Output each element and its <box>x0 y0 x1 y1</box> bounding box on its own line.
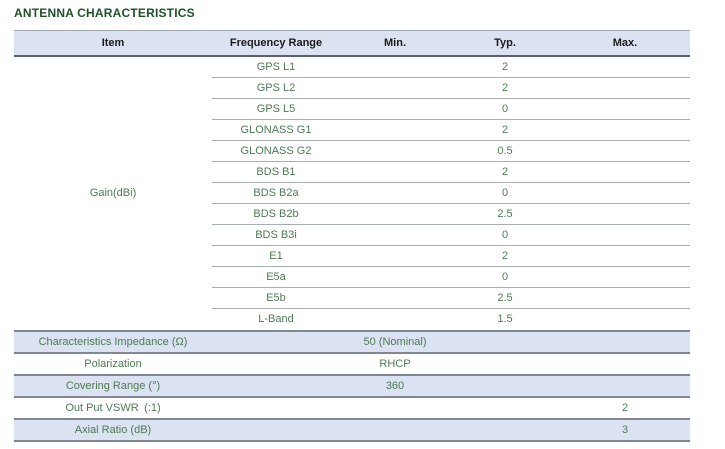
max-cell <box>560 57 690 77</box>
frequency-band-cell: GPS L5 <box>256 102 296 115</box>
frequency-band-cell: BDS B3i <box>255 228 297 241</box>
table-header-row: Item Frequency Range Min. Typ. Max. <box>14 31 690 57</box>
max-cell <box>560 99 690 119</box>
frequency-band-cell: GLONASS G2 <box>240 144 312 157</box>
min-cell <box>340 225 450 245</box>
min-cell <box>340 162 450 182</box>
table-row: E1 2 <box>212 246 690 267</box>
min-cell <box>340 141 450 161</box>
min-cell <box>340 246 450 266</box>
max-cell <box>560 78 690 98</box>
typ-cell: 2.5 <box>497 207 513 220</box>
table-row: BDS B1 2 <box>212 162 690 183</box>
typ-cell: 0 <box>501 270 509 283</box>
column-header-frequency-range: Frequency Range <box>229 36 323 49</box>
typ-cell: 0 <box>501 102 509 115</box>
typ-cell: 0.5 <box>497 144 513 157</box>
row-value: RHCP <box>379 357 411 370</box>
frequency-band-cell: E5a <box>266 270 286 283</box>
table-row: GPS L5 0 <box>212 99 690 120</box>
table-row: E5a 0 <box>212 267 690 288</box>
table-row: GLONASS G2 0.5 <box>212 141 690 162</box>
column-header-max: Max. <box>612 36 638 49</box>
max-cell <box>560 183 690 203</box>
typ-cell: 2.5 <box>497 291 513 304</box>
table-row-output-vswr: Out Put VSWR (:1) 2 <box>14 396 690 418</box>
table-row-polarization: Polarization RHCP <box>14 352 690 374</box>
max-cell <box>560 267 690 287</box>
min-cell <box>340 204 450 224</box>
max-cell <box>560 120 690 140</box>
table-row: BDS B3i 0 <box>212 225 690 246</box>
max-cell <box>560 141 690 161</box>
min-cell <box>340 57 450 77</box>
table-row-axial-ratio: Axial Ratio (dB) 3 <box>14 418 690 440</box>
min-cell <box>340 120 450 140</box>
min-cell <box>340 78 450 98</box>
table-row: BDS B2b 2.5 <box>212 204 690 225</box>
table-row-covering-range: Covering Range (°) 360 <box>14 374 690 396</box>
typ-cell: 2 <box>501 165 509 178</box>
row-value: 360 <box>385 379 405 392</box>
frequency-band-cell: L-Band <box>258 313 294 325</box>
frequency-band-cell: E5b <box>266 291 286 304</box>
max-cell <box>560 288 690 308</box>
column-header-min: Min. <box>384 36 406 49</box>
table-row: L-Band 1.5 <box>212 309 690 330</box>
table-row-characteristics-impedance: Characteristics Impedance (Ω) 50 (Nomina… <box>14 330 690 352</box>
antenna-characteristics-table: Item Frequency Range Min. Typ. Max. Gain… <box>14 30 690 442</box>
min-cell <box>340 99 450 119</box>
column-header-item: Item <box>101 36 125 49</box>
gain-item-cell: Gain(dBi) <box>89 187 137 199</box>
table-row: BDS B2a 0 <box>212 183 690 204</box>
table-row: GLONASS G1 2 <box>212 120 690 141</box>
row-label: Axial Ratio (dB) <box>74 423 152 436</box>
frequency-band-cell: BDS B1 <box>256 165 296 178</box>
typ-cell: 2 <box>501 60 509 73</box>
row-label: Polarization <box>84 357 142 370</box>
row-value: 3 <box>621 423 629 436</box>
frequency-band-cell: GPS L2 <box>256 81 296 94</box>
typ-cell: 0 <box>501 186 509 199</box>
row-label: Covering Range (°) <box>65 379 161 392</box>
frequency-band-cell: BDS B2b <box>253 207 299 220</box>
typ-cell: 2 <box>501 249 509 262</box>
table-row: GPS L1 2 <box>212 57 690 78</box>
min-cell <box>340 267 450 287</box>
row-label: Characteristics Impedance (Ω) <box>38 335 188 348</box>
frequency-band-cell: E1 <box>269 249 283 262</box>
typ-cell: 0 <box>501 228 509 241</box>
typ-cell: 2 <box>501 123 509 136</box>
min-cell <box>340 288 450 308</box>
table-row: GPS L2 2 <box>212 78 690 99</box>
typ-cell: 2 <box>501 81 509 94</box>
typ-cell: 1.5 <box>497 313 513 325</box>
gain-rows: GPS L1 2 GPS L2 2 GPS L5 0 <box>212 57 690 330</box>
frequency-band-cell: GPS L1 <box>256 60 296 73</box>
column-header-typ: Typ. <box>494 36 516 49</box>
min-cell <box>340 183 450 203</box>
max-cell <box>560 225 690 245</box>
table-row: E5b 2.5 <box>212 288 690 309</box>
frequency-band-cell: BDS B2a <box>253 186 299 199</box>
min-cell <box>340 309 450 330</box>
gain-section: Gain(dBi) GPS L1 2 GPS L2 2 GPS L5 <box>14 57 690 330</box>
row-value: 2 <box>621 401 629 414</box>
row-label: Out Put VSWR (:1) <box>65 401 161 414</box>
max-cell <box>560 246 690 266</box>
frequency-band-cell: GLONASS G1 <box>240 123 312 136</box>
max-cell <box>560 162 690 182</box>
row-value: 50 (Nominal) <box>363 335 427 348</box>
max-cell <box>560 204 690 224</box>
max-cell <box>560 309 690 330</box>
section-title: ANTENNA CHARACTERISTICS <box>14 6 195 20</box>
